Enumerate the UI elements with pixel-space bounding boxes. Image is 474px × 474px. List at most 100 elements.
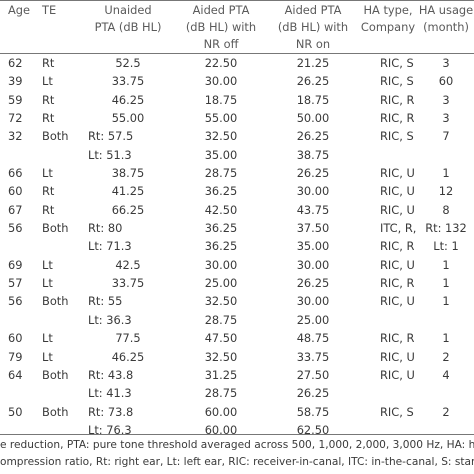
cell-aided-nr-on: 33.75 xyxy=(296,349,330,364)
table-row: 50 Both Rt: 73.8 60.00 58.75 RIC, S 2 xyxy=(0,403,474,421)
cell-age: 59 xyxy=(8,92,23,107)
cell-te: Lt xyxy=(42,331,53,346)
cell-unaided-pta: Lt: 76.3 xyxy=(88,422,132,437)
cell-aided-nr-on: 43.75 xyxy=(296,202,330,217)
cell-ha-usage xyxy=(418,146,474,164)
cell-ha-type: RIC, U xyxy=(380,349,415,364)
cell-unaided-pta: Lt: 41.3 xyxy=(88,386,132,401)
cell-te: Lt xyxy=(42,349,53,364)
cell-unaided-pta: 46.25 xyxy=(111,92,145,107)
cell-te xyxy=(40,384,82,402)
cell-ha-usage xyxy=(418,311,474,329)
cell-ha-type: RIC, U xyxy=(380,367,415,382)
cell-aided-nr-off: 28.75 xyxy=(204,166,238,181)
cell-age: 79 xyxy=(8,349,23,364)
cell-ha-usage: Rt: 132 xyxy=(425,221,467,236)
cell-unaided-pta: 55.00 xyxy=(111,111,145,126)
cell-te: Lt xyxy=(42,276,53,291)
table-row: 62 Rt 52.5 22.50 21.25 RIC, S 3 xyxy=(0,54,474,73)
cell-te: Rt xyxy=(42,202,55,217)
table-row: 69 Lt 42.5 30.00 30.00 RIC, U 1 xyxy=(0,256,474,274)
cell-unaided-pta: Rt: 43.8 xyxy=(88,367,134,382)
cell-te: Both xyxy=(42,404,69,419)
footnote-line-1: e reduction, PTA: pure tone threshold av… xyxy=(0,439,474,451)
cell-age: 64 xyxy=(8,367,23,382)
table-row: 66 Lt 38.75 28.75 26.25 RIC, U 1 xyxy=(0,164,474,182)
table-row: Lt: 71.3 36.25 35.00 RIC, R Lt: 1 xyxy=(0,237,474,255)
table-row: Lt: 36.3 28.75 25.00 xyxy=(0,311,474,329)
cell-unaided-pta: 42.5 xyxy=(115,257,141,272)
cell-aided-nr-off: 32.50 xyxy=(204,349,238,364)
cell-te: Both xyxy=(42,367,69,382)
cell-unaided-pta: 41.25 xyxy=(111,184,145,199)
cell-ha-usage: 4 xyxy=(442,367,450,382)
cell-age: 50 xyxy=(8,404,23,419)
cell-te: Rt xyxy=(42,111,55,126)
header-aided-nr-off: Aided PTA (dB HL) with NR off xyxy=(174,0,268,54)
cell-te xyxy=(40,146,82,164)
cell-unaided-pta: 38.75 xyxy=(111,166,145,181)
cell-aided-nr-off: 60.00 xyxy=(204,404,238,419)
cell-unaided-pta: 33.75 xyxy=(111,74,145,89)
cell-ha-type: RIC, R xyxy=(380,111,415,126)
cell-aided-nr-on: 48.75 xyxy=(296,331,330,346)
table-row: 67 Rt 66.25 42.50 43.75 RIC, U 8 xyxy=(0,201,474,219)
cell-te xyxy=(40,421,82,439)
cell-ha-type: RIC, R xyxy=(380,239,415,254)
cell-ha-type: ITC, R, xyxy=(380,221,417,236)
cell-ha-usage: 2 xyxy=(442,349,450,364)
cell-te: Rt xyxy=(42,92,55,107)
cell-aided-nr-on: 26.25 xyxy=(296,166,330,181)
cell-age xyxy=(0,421,40,439)
header-te: TE xyxy=(40,0,82,54)
cell-ha-usage: 2 xyxy=(442,404,450,419)
header-ha-type: HA type, Company xyxy=(358,0,418,54)
cell-ha-usage: 3 xyxy=(442,92,450,107)
cell-age: 67 xyxy=(8,202,23,217)
cell-unaided-pta: Rt: 55 xyxy=(88,294,123,309)
cell-aided-nr-on: 26.25 xyxy=(296,129,330,144)
cell-aided-nr-off: 32.50 xyxy=(204,294,238,309)
cell-age: 56 xyxy=(8,294,23,309)
table-row: 72 Rt 55.00 55.00 50.00 RIC, R 3 xyxy=(0,109,474,127)
cell-aided-nr-off: 55.00 xyxy=(204,111,238,126)
table-row: 60 Lt 77.5 47.50 48.75 RIC, R 1 xyxy=(0,329,474,347)
cell-ha-type xyxy=(358,421,418,439)
cell-te: Rt xyxy=(42,56,55,70)
patient-table: Age TE Unaided PTA (dB HL) Aided PTA (dB H… xyxy=(0,0,474,439)
table-row: 60 Rt 41.25 36.25 30.00 RIC, U 12 xyxy=(0,182,474,200)
cell-ha-type: RIC, R xyxy=(380,276,415,291)
cell-unaided-pta: 77.5 xyxy=(115,331,141,346)
cell-aided-nr-on: 50.00 xyxy=(296,111,330,126)
table-row: 57 Lt 33.75 25.00 26.25 RIC, R 1 xyxy=(0,274,474,292)
cell-aided-nr-on: 37.50 xyxy=(296,221,330,236)
table-row: 32 Both Rt: 57.5 32.50 26.25 RIC, S 7 xyxy=(0,127,474,145)
cell-age: 69 xyxy=(8,257,23,272)
header-ha-usage: HA usage (month) xyxy=(418,0,474,54)
cell-aided-nr-off: 30.00 xyxy=(204,74,238,89)
cell-aided-nr-on: 62.50 xyxy=(296,422,330,437)
cell-unaided-pta: 66.25 xyxy=(111,202,145,217)
cell-te: Rt xyxy=(42,184,55,199)
cell-aided-nr-off: 18.75 xyxy=(204,92,238,107)
cell-aided-nr-off: 25.00 xyxy=(204,276,238,291)
cell-age: 66 xyxy=(8,166,23,181)
cell-aided-nr-off: 35.00 xyxy=(204,147,238,162)
cell-te xyxy=(40,237,82,255)
table-header-row: Age TE Unaided PTA (dB HL) Aided PTA (dB H… xyxy=(0,0,474,54)
cell-age xyxy=(0,384,40,402)
cell-ha-type: RIC, S xyxy=(380,56,414,70)
cell-age: 56 xyxy=(8,221,23,236)
cell-aided-nr-off: 47.50 xyxy=(204,331,238,346)
cell-unaided-pta: Rt: 80 xyxy=(88,221,123,236)
table-row: Lt: 41.3 28.75 26.25 xyxy=(0,384,474,402)
cell-unaided-pta: 52.5 xyxy=(115,56,141,70)
cell-ha-usage: 3 xyxy=(442,56,450,70)
cell-aided-nr-on: 26.25 xyxy=(296,386,330,401)
cell-aided-nr-off: 36.25 xyxy=(204,239,238,254)
cell-ha-usage xyxy=(418,384,474,402)
cell-te: Both xyxy=(42,221,69,236)
table-row: 64 Both Rt: 43.8 31.25 27.50 RIC, U 4 xyxy=(0,366,474,384)
cell-unaided-pta: Lt: 51.3 xyxy=(88,147,132,162)
header-aided-nr-on: Aided PTA (dB HL) with NR on xyxy=(268,0,358,54)
